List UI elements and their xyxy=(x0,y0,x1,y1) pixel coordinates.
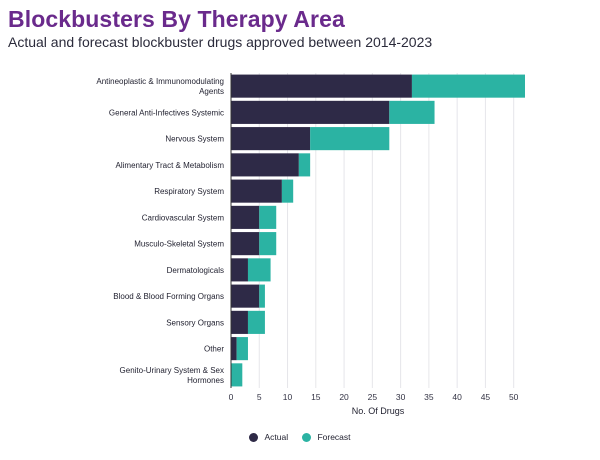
x-tick-label: 0 xyxy=(229,392,234,402)
category-label: Hormones xyxy=(187,376,224,385)
bar-forecast-11[interactable] xyxy=(231,363,243,387)
legend: Actual Forecast xyxy=(0,432,600,444)
bar-actual-10[interactable] xyxy=(231,337,237,361)
bar-actual-2[interactable] xyxy=(231,127,311,151)
x-tick-label: 10 xyxy=(283,392,293,402)
x-tick-label: 30 xyxy=(396,392,406,402)
category-label: Antineoplastic & Immunomodulating xyxy=(96,77,224,86)
legend-swatch-actual xyxy=(249,432,259,442)
x-tick-label: 35 xyxy=(424,392,434,402)
bar-forecast-6[interactable] xyxy=(259,232,277,256)
bars xyxy=(231,74,525,387)
category-label: Alimentary Tract & Metabolism xyxy=(116,161,225,170)
x-tick-label: 25 xyxy=(368,392,378,402)
bar-forecast-8[interactable] xyxy=(259,284,265,308)
legend-item-actual[interactable]: Actual xyxy=(249,432,288,442)
category-label: Blood & Blood Forming Organs xyxy=(113,292,224,301)
bar-forecast-0[interactable] xyxy=(411,74,525,98)
bar-forecast-5[interactable] xyxy=(259,205,277,229)
legend-label-forecast: Forecast xyxy=(317,432,351,442)
category-label: Musculo-Skeletal System xyxy=(134,240,224,249)
bar-forecast-9[interactable] xyxy=(247,310,265,334)
x-tick-label: 40 xyxy=(452,392,462,402)
bar-forecast-1[interactable] xyxy=(389,100,435,124)
bar-forecast-2[interactable] xyxy=(310,127,390,151)
category-label: Agents xyxy=(199,87,224,96)
x-tick-label: 45 xyxy=(481,392,491,402)
x-tick-labels: 0 5 10 15 20 25 30 35 40 45 50 xyxy=(229,392,519,402)
bar-actual-7[interactable] xyxy=(231,258,248,282)
category-label: Other xyxy=(204,345,224,354)
category-label: Sensory Organs xyxy=(166,318,224,327)
bar-actual-0[interactable] xyxy=(231,74,412,98)
bar-actual-3[interactable] xyxy=(231,153,299,177)
bar-forecast-3[interactable] xyxy=(298,153,311,177)
category-label: General Anti-Infectives Systemic xyxy=(109,108,224,117)
x-tick-label: 20 xyxy=(339,392,349,402)
x-tick-label: 50 xyxy=(509,392,519,402)
legend-swatch-forecast xyxy=(302,432,312,442)
bar-forecast-10[interactable] xyxy=(236,337,248,361)
chart-title: Blockbusters By Therapy Area xyxy=(8,6,345,32)
category-label: Dermatologicals xyxy=(167,266,224,275)
bar-actual-4[interactable] xyxy=(231,179,282,203)
bar-forecast-4[interactable] xyxy=(281,179,294,203)
category-label: Genito-Urinary System & Sex xyxy=(120,366,224,375)
chart-subtitle: Actual and forecast blockbuster drugs ap… xyxy=(8,34,433,50)
bar-actual-8[interactable] xyxy=(231,284,260,308)
bar-forecast-7[interactable] xyxy=(247,258,271,282)
legend-label-actual: Actual xyxy=(264,432,289,442)
legend-item-forecast[interactable]: Forecast xyxy=(302,432,351,442)
bar-actual-5[interactable] xyxy=(231,205,260,229)
x-tick-label: 15 xyxy=(311,392,321,402)
category-label: Cardiovascular System xyxy=(142,213,225,222)
grid-lines xyxy=(258,73,515,388)
x-axis-title: No. Of Drugs xyxy=(352,406,405,416)
category-label: Nervous System xyxy=(165,135,224,144)
bar-actual-6[interactable] xyxy=(231,232,260,256)
bar-actual-9[interactable] xyxy=(231,310,248,334)
category-label: Respiratory System xyxy=(154,187,224,196)
x-tick-label: 5 xyxy=(257,392,262,402)
bar-actual-1[interactable] xyxy=(231,100,390,124)
